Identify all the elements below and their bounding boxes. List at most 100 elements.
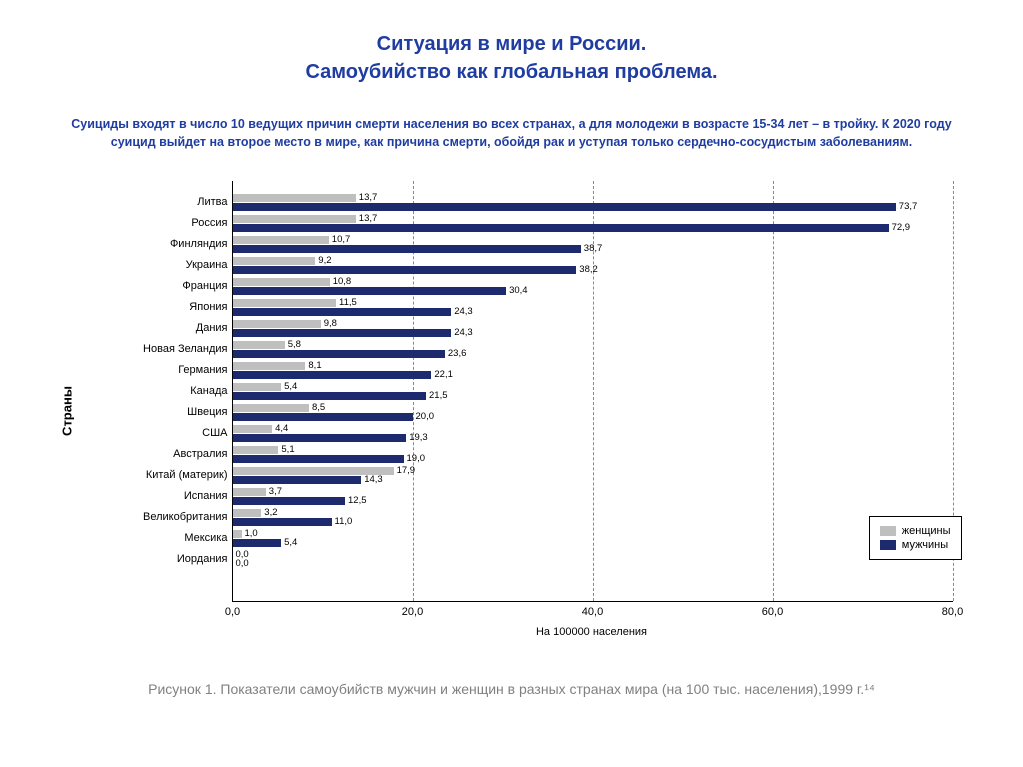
bar-female [233, 299, 337, 307]
value-label-male: 14,3 [364, 474, 383, 485]
bar-male [233, 350, 445, 358]
bar-female [233, 509, 262, 517]
value-label-female: 9,2 [318, 255, 331, 266]
bar-female [233, 215, 356, 223]
category-label: Германия [178, 364, 227, 376]
value-label-male: 38,7 [584, 243, 603, 254]
value-label-male: 19,3 [409, 432, 428, 443]
category-label: Швеция [187, 406, 227, 418]
legend-male: мужчины [880, 539, 951, 551]
value-label-male: 22,1 [434, 369, 453, 380]
chart-row: Дания9,824,3 [233, 319, 953, 340]
value-label-female: 10,8 [333, 276, 352, 287]
bar-female [233, 320, 321, 328]
value-label-female: 1,0 [245, 528, 258, 539]
bar-male [233, 203, 896, 211]
title-line-2: Самоубийство как глобальная проблема. [0, 58, 1023, 86]
bar-male [233, 392, 427, 400]
legend-label-male: мужчины [902, 539, 948, 551]
bar-female [233, 425, 273, 433]
legend-label-female: женщины [902, 525, 951, 537]
bar-male [233, 329, 452, 337]
x-tick-label: 20,0 [402, 606, 423, 618]
category-label: Финляндия [170, 238, 228, 250]
bar-male [233, 539, 282, 547]
category-label: Китай (материк) [146, 469, 228, 481]
x-axis-title: На 100000 населения [536, 626, 647, 638]
bar-female [233, 236, 329, 244]
bar-male [233, 455, 404, 463]
category-label: Иордания [177, 553, 228, 565]
category-label: Дания [196, 322, 228, 334]
bar-female [233, 341, 285, 349]
x-tick-label: 40,0 [582, 606, 603, 618]
chart-row: Финляндия10,738,7 [233, 235, 953, 256]
chart: Страны 0,020,040,060,080,0Литва13,773,7Р… [52, 181, 972, 641]
value-label-female: 13,7 [359, 213, 378, 224]
bar-female [233, 278, 330, 286]
x-tick-label: 0,0 [225, 606, 240, 618]
x-tick-label: 60,0 [762, 606, 783, 618]
bar-male [233, 266, 577, 274]
bar-male [233, 245, 581, 253]
bar-female [233, 257, 316, 265]
value-label-male: 24,3 [454, 306, 473, 317]
category-label: Великобритания [143, 511, 227, 523]
value-label-female: 5,8 [288, 339, 301, 350]
chart-row: Великобритания3,211,0 [233, 508, 953, 529]
y-axis-title: Страны [59, 386, 74, 436]
category-label: Мексика [184, 532, 227, 544]
category-label: Канада [190, 385, 227, 397]
value-label-male: 38,2 [579, 264, 598, 275]
chart-row: Украина9,238,2 [233, 256, 953, 277]
bar-male [233, 224, 889, 232]
subtitle-line-2: суицид выйдет на второе место в мире, ка… [40, 134, 983, 152]
category-label: Украина [186, 259, 228, 271]
value-label-male: 24,3 [454, 327, 473, 338]
value-label-male: 12,5 [348, 495, 367, 506]
bar-female [233, 404, 310, 412]
subtitle-line-1: Суициды входят в число 10 ведущих причин… [40, 116, 983, 134]
category-label: Австралия [173, 448, 227, 460]
bar-male [233, 308, 452, 316]
value-label-female: 3,7 [269, 486, 282, 497]
legend-swatch-female [880, 526, 896, 536]
chart-row: Франция10,830,4 [233, 277, 953, 298]
value-label-female: 9,8 [324, 318, 337, 329]
legend-female: женщины [880, 525, 951, 537]
chart-row: Япония11,524,3 [233, 298, 953, 319]
bar-female [233, 530, 242, 538]
value-label-female: 13,7 [359, 192, 378, 203]
value-label-female: 17,9 [397, 465, 416, 476]
chart-row: Иордания0,00,0 [233, 550, 953, 571]
value-label-female: 8,5 [312, 402, 325, 413]
chart-row: Литва13,773,7 [233, 193, 953, 214]
value-label-male: 72,9 [892, 222, 911, 233]
chart-row: Испания3,712,5 [233, 487, 953, 508]
category-label: Испания [184, 490, 228, 502]
bar-male [233, 287, 507, 295]
chart-row: Австралия5,119,0 [233, 445, 953, 466]
title-line-1: Ситуация в мире и России. [0, 30, 1023, 58]
value-label-female: 4,4 [275, 423, 288, 434]
value-label-female: 3,2 [264, 507, 277, 518]
value-label-female: 5,1 [281, 444, 294, 455]
chart-row: Китай (материк)17,914,3 [233, 466, 953, 487]
chart-row: Новая Зеландия5,823,6 [233, 340, 953, 361]
value-label-female: 11,5 [339, 297, 357, 308]
category-label: Новая Зеландия [143, 343, 227, 355]
value-label-male: 20,0 [416, 411, 435, 422]
chart-row: Швеция8,520,0 [233, 403, 953, 424]
x-tick-label: 80,0 [942, 606, 963, 618]
legend-swatch-male [880, 540, 896, 550]
value-label-male: 5,4 [284, 537, 297, 548]
chart-row: Канада5,421,5 [233, 382, 953, 403]
value-label-male: 30,4 [509, 285, 528, 296]
value-label-female: 5,4 [284, 381, 297, 392]
category-label: Литва [197, 196, 227, 208]
bar-female [233, 383, 282, 391]
category-label: США [202, 427, 227, 439]
bar-male [233, 434, 407, 442]
subtitle-block: Суициды входят в число 10 ведущих причин… [0, 86, 1023, 161]
chart-row: Германия8,122,1 [233, 361, 953, 382]
